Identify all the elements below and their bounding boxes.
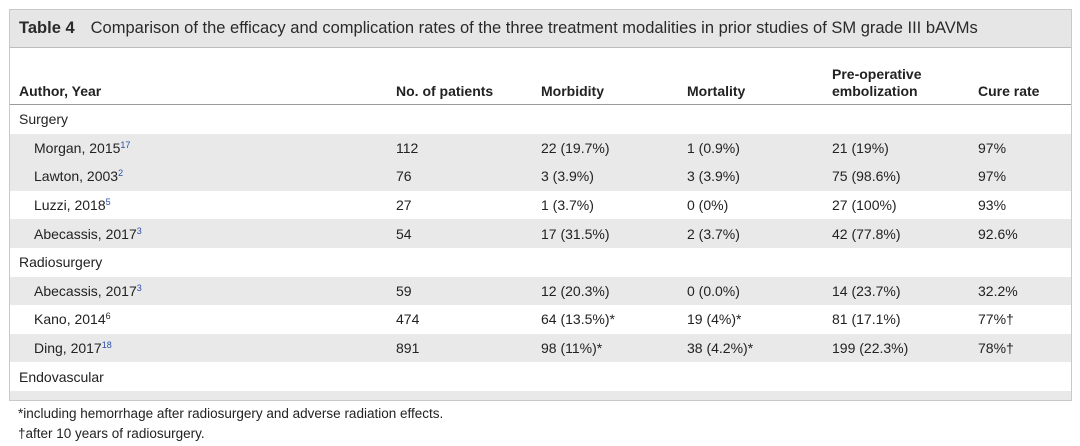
- table-row: Luzzi, 20185 27 1 (3.7%) 0 (0%) 27 (100%…: [10, 191, 1071, 220]
- author-cell: Lawton, 20032: [10, 162, 396, 191]
- header-author: Author, Year: [10, 48, 396, 105]
- header-morbidity: Morbidity: [541, 48, 687, 105]
- reference-link[interactable]: 6: [105, 311, 111, 322]
- embolization-cell: 42 (77.8%): [832, 219, 978, 248]
- morbidity-cell: 8 (12.3%): [541, 390, 687, 400]
- table-row: Abecassis, 20173 54 17 (31.5%) 2 (3.7%) …: [10, 219, 1071, 248]
- reference-link[interactable]: 5: [105, 197, 111, 208]
- embolization-cell: 14 (23.7%): [832, 276, 978, 306]
- group-label: Radiosurgery: [19, 254, 103, 271]
- group-label: Surgery: [19, 111, 69, 128]
- mortality-cell: 0 (0.0%): [687, 276, 832, 306]
- table-title: Comparison of the efficacy and complicat…: [90, 19, 978, 37]
- patients-cell: 76: [396, 162, 541, 191]
- table-row: Our study, 2020 65 8 (12.3%) 2 (3%) N/A …: [10, 390, 1071, 400]
- patients-cell: 474: [396, 311, 420, 328]
- patients-cell: 59: [396, 276, 541, 306]
- table-row: Morgan, 201517 112 22 (19.7%) 1 (0.9%) 2…: [10, 133, 1071, 163]
- author-cell: Ding, 201718: [10, 333, 396, 363]
- group-row-surgery: Surgery: [10, 105, 1071, 134]
- morbidity-cell: 1 (3.7%): [541, 197, 594, 214]
- morbidity-cell: 12 (20.3%): [541, 276, 687, 306]
- header-patients: No. of patients: [396, 48, 541, 105]
- header-cure: Cure rate: [978, 48, 1071, 105]
- cure-cell: 97%: [978, 162, 1071, 191]
- reference-link[interactable]: 2: [118, 168, 124, 179]
- header-embolization-line2: embolization: [832, 83, 918, 99]
- mortality-cell: 2 (3.7%): [687, 219, 832, 248]
- table-row: Lawton, 20032 76 3 (3.9%) 3 (3.9%) 75 (9…: [10, 162, 1071, 191]
- cure-cell: 32.2%: [978, 276, 1071, 306]
- morbidity-cell: 17 (31.5%): [541, 219, 687, 248]
- table-container: Table 4 Comparison of the efficacy and c…: [9, 9, 1072, 401]
- morbidity-cell: 22 (19.7%): [541, 133, 687, 163]
- mortality-cell: 0 (0%): [687, 197, 729, 214]
- table-label: Table 4: [19, 19, 75, 37]
- header-mortality: Mortality: [687, 48, 832, 105]
- reference-link[interactable]: 18: [101, 340, 112, 351]
- footnote-asterisk: *including hemorrhage after radiosurgery…: [18, 406, 444, 421]
- embolization-cell: N/A: [832, 390, 978, 400]
- morbidity-cell: 64 (13.5%)*: [541, 311, 615, 328]
- cure-cell: 93%: [978, 197, 1007, 214]
- footnote-dagger: †after 10 years of radiosurgery.: [18, 426, 205, 441]
- header-embolization: Pre-operative embolization: [832, 48, 978, 105]
- mortality-cell: 1 (0.9%): [687, 133, 832, 163]
- author-cell: Luzzi, 20185: [34, 197, 111, 214]
- group-row-endovascular: Endovascular: [10, 362, 1071, 391]
- mortality-cell: 19 (4%)*: [687, 311, 742, 328]
- cure-cell: 77%†: [978, 311, 1014, 328]
- table-row: Kano, 20146 474 64 (13.5%)* 19 (4%)* 81 …: [10, 305, 1071, 334]
- patients-cell: 112: [396, 133, 541, 163]
- table-footnotes: *including hemorrhage after radiosurgery…: [18, 404, 443, 444]
- group-row-radiosurgery: Radiosurgery: [10, 248, 1071, 277]
- patients-cell: 65: [396, 390, 541, 400]
- embolization-cell: 75 (98.6%): [832, 162, 978, 191]
- morbidity-cell: 3 (3.9%): [541, 162, 687, 191]
- author-cell: Abecassis, 20173: [10, 276, 396, 306]
- cure-cell: 87.7%: [978, 390, 1071, 400]
- patients-cell: 891: [396, 333, 541, 363]
- table-row: Abecassis, 20173 59 12 (20.3%) 0 (0.0%) …: [10, 276, 1071, 306]
- cure-cell: 97%: [978, 133, 1071, 163]
- table-row: Ding, 201718 891 98 (11%)* 38 (4.2%)* 19…: [10, 333, 1071, 363]
- header-row: Author, Year No. of patients Morbidity M…: [10, 48, 1071, 105]
- author-cell: Abecassis, 20173: [10, 219, 396, 248]
- table-caption: Table 4 Comparison of the efficacy and c…: [10, 10, 1071, 48]
- reference-link[interactable]: 3: [136, 282, 142, 293]
- group-label: Endovascular: [19, 368, 104, 385]
- embolization-cell: 81 (17.1%): [832, 311, 901, 328]
- cure-cell: 92.6%: [978, 219, 1071, 248]
- patients-cell: 27: [396, 197, 412, 214]
- author-cell: Kano, 20146: [34, 311, 111, 328]
- mortality-cell: 3 (3.9%): [687, 162, 832, 191]
- embolization-cell: 199 (22.3%): [832, 333, 978, 363]
- embolization-cell: 21 (19%): [832, 133, 978, 163]
- header-embolization-line1: Pre-operative: [832, 66, 922, 82]
- mortality-cell: 38 (4.2%)*: [687, 333, 832, 363]
- cure-cell: 78%†: [978, 333, 1071, 363]
- author-cell: Morgan, 201517: [10, 133, 396, 163]
- embolization-cell: 27 (100%): [832, 197, 897, 214]
- reference-link[interactable]: 17: [120, 139, 131, 150]
- comparison-table: Author, Year No. of patients Morbidity M…: [10, 48, 1071, 400]
- patients-cell: 54: [396, 219, 541, 248]
- author-cell: Our study, 2020: [10, 390, 396, 400]
- mortality-cell: 2 (3%): [687, 390, 832, 400]
- morbidity-cell: 98 (11%)*: [541, 333, 687, 363]
- reference-link[interactable]: 3: [136, 225, 142, 236]
